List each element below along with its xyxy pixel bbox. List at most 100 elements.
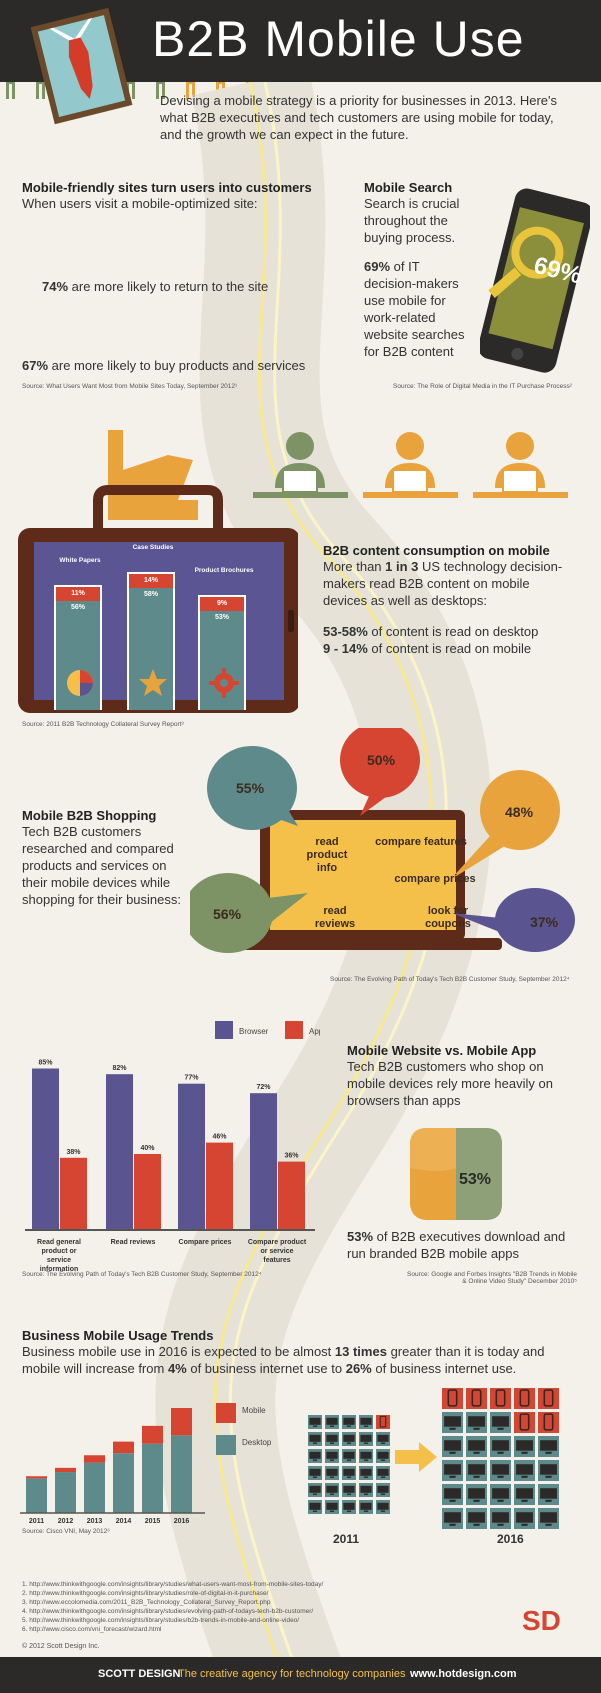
tablet-bar-mobile: 11% (56, 587, 100, 601)
footnote-link[interactable]: 3. http://www.eccolomedia.com/2011_B2B_T… (22, 1599, 271, 1606)
bar-mobile (55, 1467, 76, 1473)
label-compare-features: compare features (375, 836, 467, 848)
desktop-monitor-icon (442, 1412, 463, 1433)
stat-74: 74% are more likely to return to the sit… (42, 278, 268, 295)
desktop-monitor-icon (325, 1449, 339, 1463)
footnotes: 1. http://www.thinkwithgoogle.com/insigh… (22, 1580, 492, 1634)
bar-app (134, 1154, 161, 1230)
bar-mobile (142, 1425, 163, 1444)
bubble-37-value: 37% (530, 914, 559, 930)
intro-text: Devising a mobile strategy is a priority… (160, 93, 557, 142)
desktop-monitor-icon (342, 1500, 356, 1514)
legend-swatch-app (285, 1021, 303, 1039)
tablet-bar-desktop: 58% (143, 591, 158, 598)
copyright: © 2012 Scott Design Inc. (22, 1643, 100, 1650)
legend-swatch-desktop (216, 1435, 236, 1455)
shirt-tie-icon (30, 8, 133, 125)
content-text-b: 1 in 3 (385, 559, 419, 574)
footer-url-link[interactable]: www.hotdesign.com (410, 1668, 517, 1680)
desktop-monitor-icon (342, 1415, 356, 1429)
stat-74-value: 74% (42, 279, 69, 294)
gear-icon (209, 668, 239, 698)
content-stat1: 53-58% of content is read on desktop (323, 623, 573, 640)
app-tile-value: 53% (459, 1171, 491, 1188)
mobile-phone-icon (442, 1388, 463, 1409)
desktop-monitor-icon (308, 1432, 322, 1446)
mobile-search-stat: 69% of IT decision-makers use mobile for… (364, 258, 474, 360)
bubble-50-value: 50% (367, 752, 396, 768)
content-stat2-value: 9 - 14% (323, 641, 368, 656)
bar-value-label: 77% (184, 1075, 199, 1082)
bar-value-label: 36% (284, 1153, 299, 1160)
mobile-search-stat-text: of IT decision-makers use mobile for wor… (364, 259, 465, 359)
tablet-bar-mobile: 9% (200, 597, 244, 611)
content-consumption-section: B2B content consumption on mobile More t… (323, 543, 573, 657)
footer-tagline: The creative agency for technology compa… (178, 1668, 406, 1680)
label-look-for-coupons: look for coupons (425, 905, 471, 930)
category-label: product or (42, 1248, 77, 1255)
shopping-laptop-graphic (190, 728, 575, 953)
tablet-bar-label: Case Studies (132, 544, 174, 551)
source-3: Source: 2011 B2B Technology Collateral S… (22, 721, 184, 728)
bar-value-label: 85% (38, 1060, 53, 1067)
desktop-monitor-icon (442, 1508, 463, 1529)
web-vs-app-text: Tech B2B customers who shop on mobile de… (347, 1059, 553, 1108)
footnote-link[interactable]: 2. http://www.thinkwithgoogle.com/insigh… (22, 1590, 269, 1597)
footnote-link[interactable]: 6. http://www.cisco.com/vni_forecast/wiz… (22, 1626, 162, 1633)
bar-mobile (171, 1408, 192, 1436)
category-label: or service (260, 1248, 293, 1255)
bar-app (60, 1157, 87, 1230)
desktop-monitor-icon (308, 1415, 322, 1429)
desktop-monitor-icon (359, 1449, 373, 1463)
legend-label-browser: Browser (239, 1027, 269, 1036)
year-label: 2013 (87, 1518, 103, 1525)
mobile-phone-icon (514, 1388, 535, 1409)
footnote-link[interactable]: 5. http://www.thinkwithgoogle.com/insigh… (22, 1617, 300, 1624)
legend-label-desktop: Desktop (242, 1438, 272, 1447)
desktop-monitor-icon (514, 1508, 535, 1529)
tablet-bar-chart: White Papers 11% 56% Case Studies 14% 58% Prod… (34, 540, 284, 710)
trends-text-d: 4% (167, 1361, 187, 1376)
bar-desktop (171, 1435, 192, 1513)
mobile-friendly-section: Mobile-friendly sites turn users into cu… (22, 180, 322, 212)
category-label: Read general (37, 1239, 81, 1246)
bar-desktop (142, 1443, 163, 1513)
desktop-monitor-icon (308, 1449, 322, 1463)
desktop-monitor-icon (308, 1466, 322, 1480)
year-label: 2014 (116, 1518, 132, 1525)
mobile-phone-icon (538, 1412, 559, 1433)
legend-swatch-browser (215, 1021, 233, 1039)
mobile-friendly-heading: Mobile-friendly sites turn users into cu… (22, 180, 312, 195)
content-text: More than 1 in 3 US technology decision-… (323, 558, 573, 609)
shopping-text: Tech B2B customers researched and compar… (22, 824, 181, 907)
desktop-monitor-icon (442, 1484, 463, 1505)
bar-value-label: 40% (140, 1145, 155, 1152)
desktop-monitor-icon (308, 1483, 322, 1497)
footnote-link[interactable]: 1. http://www.thinkwithgoogle.com/insigh… (22, 1581, 324, 1588)
app-stat: 53% of B2B executives download and run b… (347, 1228, 577, 1262)
bar-desktop (26, 1478, 47, 1513)
content-stat2-text: of content is read on mobile (367, 641, 532, 656)
desktop-monitor-icon (490, 1412, 511, 1433)
source-2: Source: The Role of Digital Media in the… (393, 383, 572, 390)
label-compare-prices: compare prices (394, 873, 476, 885)
app-stat-value: 53% (347, 1229, 374, 1244)
desktop-monitor-icon (376, 1483, 390, 1497)
source-1: Source: What Users Want Most from Mobile… (22, 383, 238, 390)
mobile-phone-icon (490, 1388, 511, 1409)
bubble-55 (207, 746, 298, 830)
desktop-monitor-icon (342, 1432, 356, 1446)
bar-browser (178, 1083, 205, 1230)
content-stat2: 9 - 14% of content is read on mobile (323, 640, 573, 657)
desktop-monitor-icon (359, 1500, 373, 1514)
footnote-link[interactable]: 4. http://www.thinkwithgoogle.com/insigh… (22, 1608, 314, 1615)
category-label: Read reviews (111, 1239, 156, 1246)
stat-74-text: are more likely to return to the site (68, 279, 269, 294)
category-label: features (263, 1257, 290, 1264)
mobile-search-heading: Mobile Search (364, 180, 453, 195)
desktop-monitor-icon (514, 1436, 535, 1457)
desktop-monitor-icon (466, 1436, 487, 1457)
tablet-bar-mobile: 14% (129, 574, 173, 588)
bar-desktop (113, 1453, 134, 1513)
